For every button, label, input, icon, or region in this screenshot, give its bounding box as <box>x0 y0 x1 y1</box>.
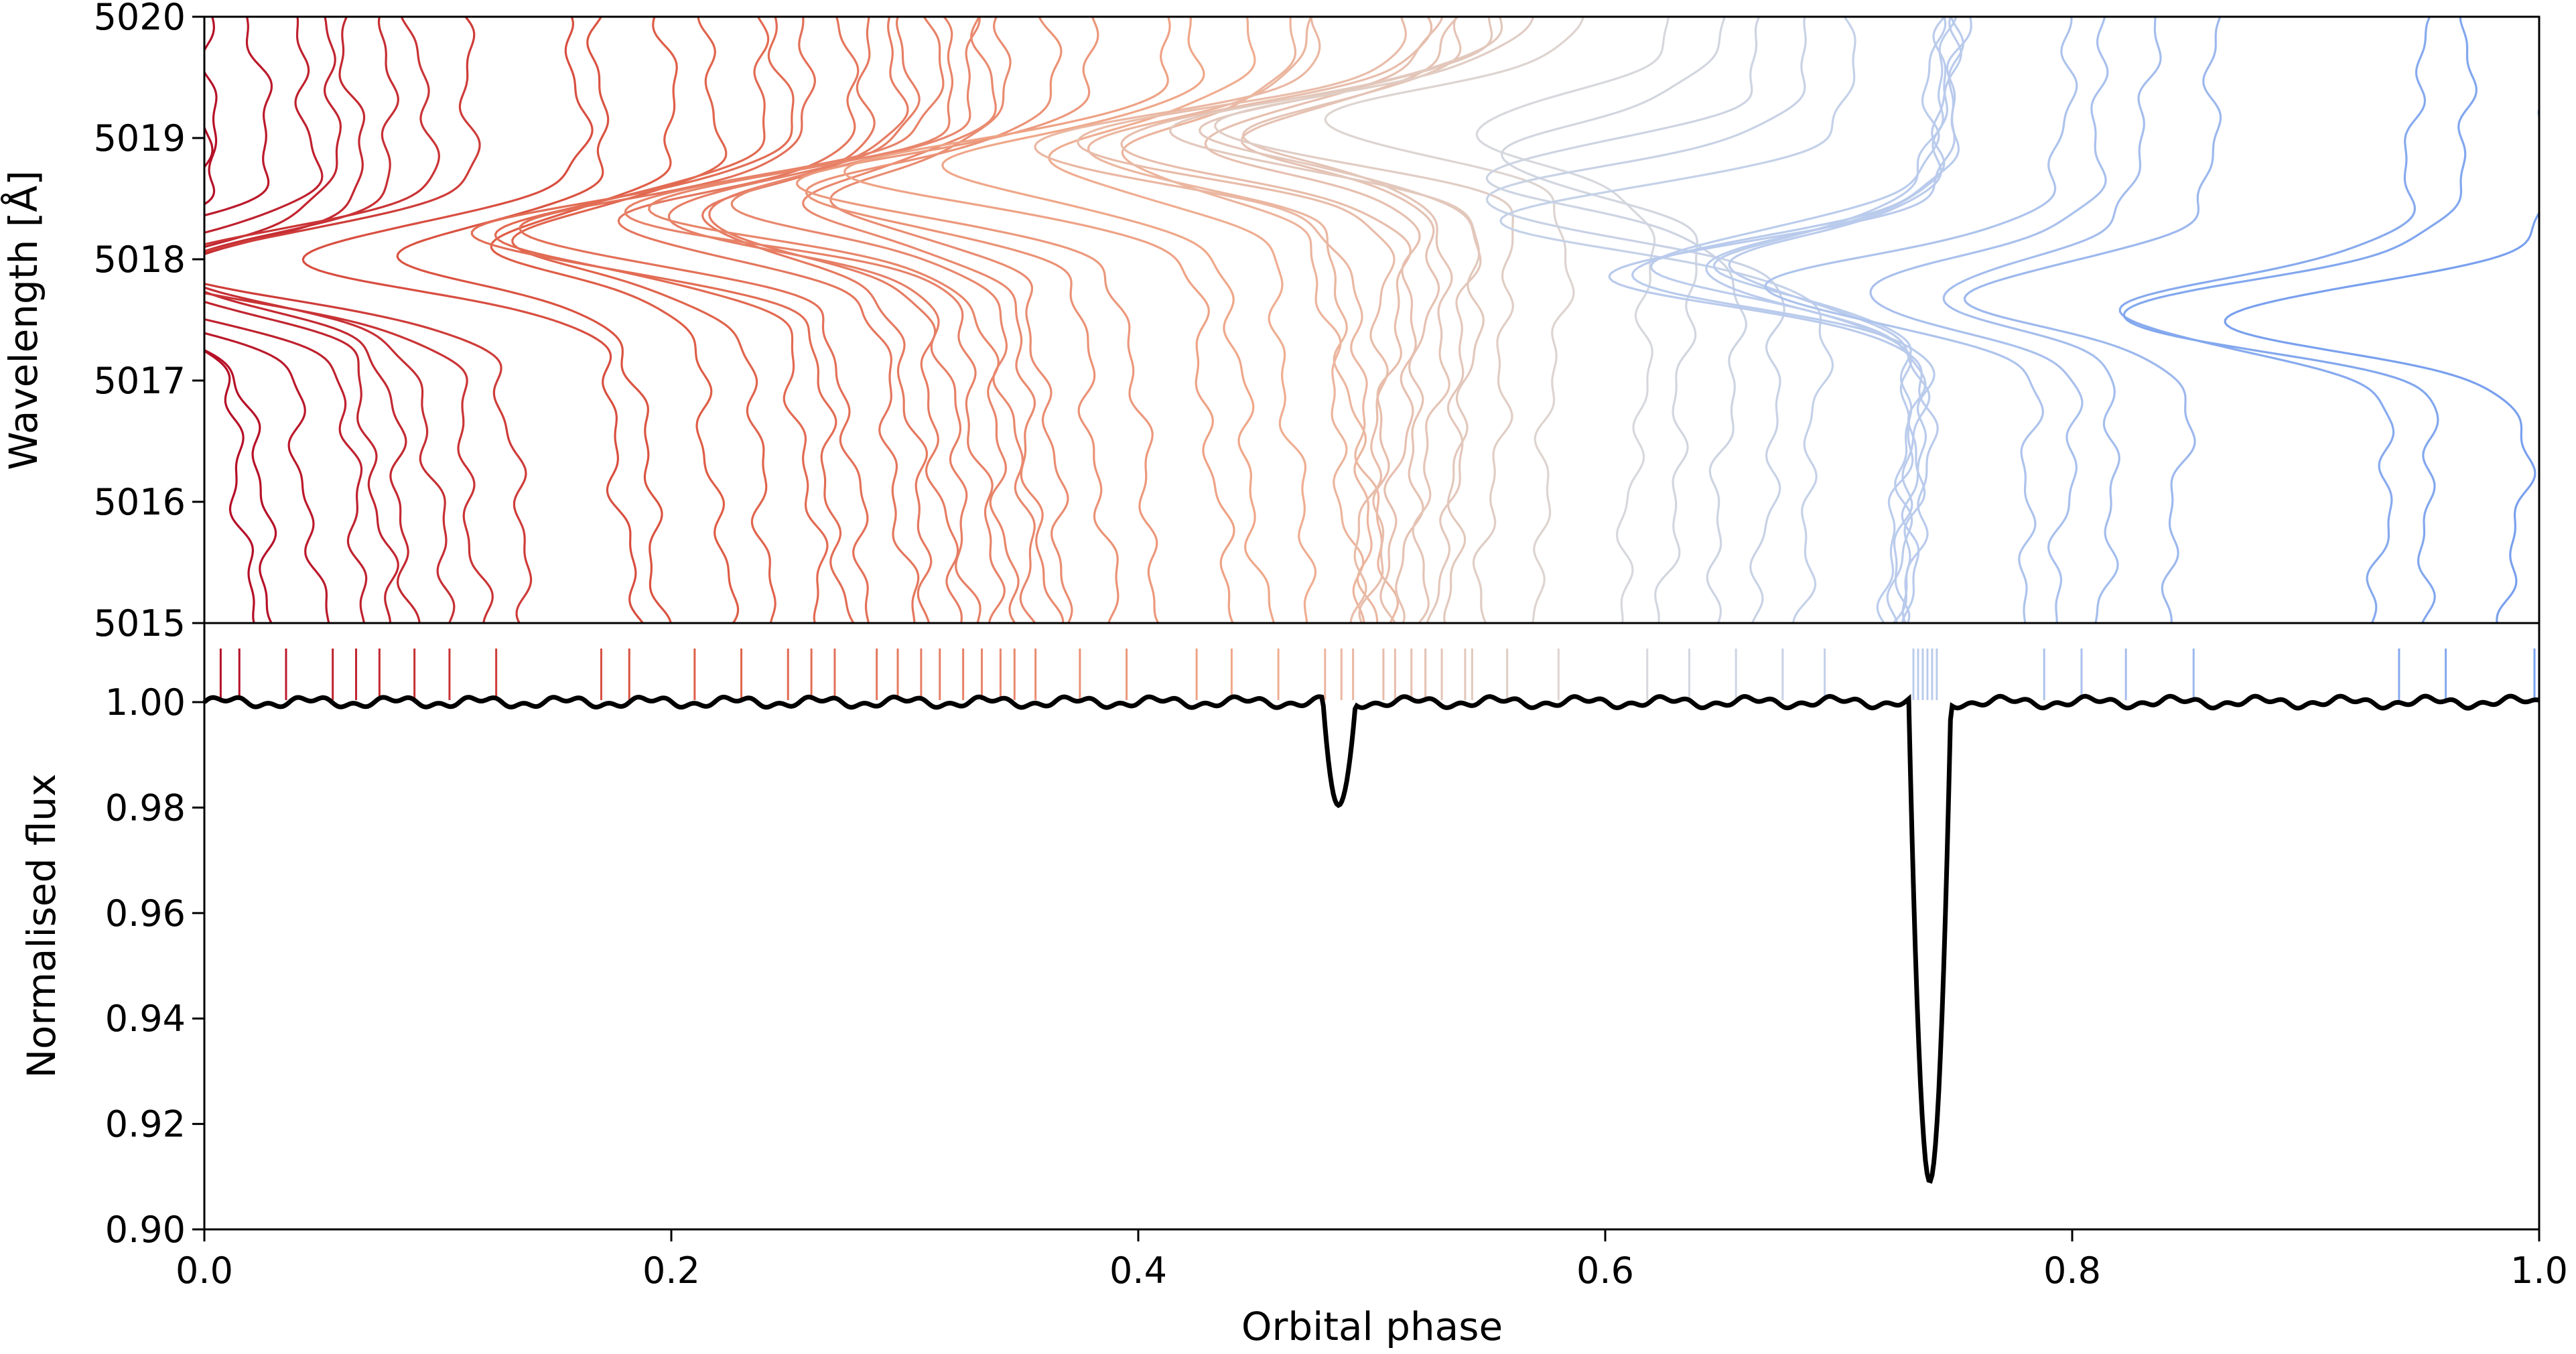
line-profile <box>1241 17 1462 623</box>
x-tick-label: 0.6 <box>1576 1249 1634 1292</box>
line-profile <box>1120 17 1433 623</box>
line-profile <box>617 17 920 623</box>
y-tick-label: 5019 <box>94 117 186 159</box>
y-tick-label: 0.96 <box>105 892 186 935</box>
line-profile <box>2118 17 2431 623</box>
line-profile <box>730 17 1036 623</box>
line-profile <box>494 17 829 623</box>
line-profile <box>1485 17 1807 623</box>
line-profile <box>1048 17 1317 623</box>
line-profile <box>1499 17 1856 623</box>
line-profile <box>648 17 1020 623</box>
line-profile <box>1077 17 1408 623</box>
line-profile <box>843 17 1235 623</box>
x-tick-label: 0.4 <box>1109 1249 1167 1292</box>
line-profile <box>204 17 421 623</box>
top-y-axis-label: Wavelength [Å] <box>0 170 46 470</box>
y-tick-label: 5018 <box>94 239 186 281</box>
line-profile <box>204 17 368 623</box>
line-profile <box>204 124 255 623</box>
line-profile <box>2122 17 2478 623</box>
y-tick-label: 0.90 <box>105 1209 186 1251</box>
line-profile <box>1324 17 1584 623</box>
line-profile <box>204 17 494 623</box>
line-profile <box>511 17 776 623</box>
line-profile <box>1034 17 1400 623</box>
line-profile <box>396 17 672 623</box>
line-profile <box>490 17 740 623</box>
line-profile <box>204 17 533 623</box>
x-axis-label: Orbital phase <box>1241 1304 1503 1349</box>
x-tick-label: 1.0 <box>2510 1249 2568 1292</box>
y-tick-label: 5020 <box>94 0 186 38</box>
x-tick-label: 0.2 <box>642 1249 700 1292</box>
line-profile <box>1214 17 1535 623</box>
line-profile <box>519 17 870 623</box>
line-profile <box>1942 17 2162 623</box>
line-profile <box>1087 17 1379 623</box>
top-panel-line-profiles <box>204 17 2539 623</box>
line-profile <box>708 17 963 623</box>
line-profile <box>301 17 644 623</box>
y-tick-label: 0.92 <box>105 1103 186 1146</box>
line-profile <box>2224 106 2539 623</box>
phase-markers <box>219 649 2536 700</box>
line-profile <box>624 17 1006 623</box>
bottom-y-axis-label: Normalised flux <box>19 774 64 1079</box>
line-profile <box>1475 17 1670 623</box>
line-profile <box>1240 17 1459 623</box>
line-profile <box>941 17 1275 623</box>
bottom-panel-frame <box>203 622 2540 1231</box>
line-profile <box>667 17 981 623</box>
line-profile <box>1705 17 1962 623</box>
y-tick-label: 5015 <box>94 602 186 645</box>
line-profile <box>1649 17 1947 623</box>
line-profile <box>796 17 1160 623</box>
y-tick-label: 5016 <box>94 481 186 523</box>
line-profile <box>1169 17 1503 623</box>
line-profile <box>1608 17 1972 623</box>
x-tick-label: 0.0 <box>176 1249 233 1292</box>
line-profile <box>470 17 855 623</box>
line-profile <box>701 17 933 623</box>
line-profile <box>204 17 399 623</box>
line-profile <box>1500 17 1726 623</box>
line-profile <box>204 17 277 623</box>
line-profile <box>1963 17 2222 623</box>
bottom-x-ticks: 0.0 0.2 0.4 0.6 0.8 1.0 <box>176 1229 2568 1292</box>
line-profile <box>1485 17 1761 623</box>
line-profile <box>829 17 1073 623</box>
x-tick-label: 0.8 <box>2043 1249 2101 1292</box>
line-profile <box>1121 17 1365 623</box>
line-profile <box>1764 17 2078 623</box>
y-tick-label: 1.00 <box>105 681 186 724</box>
line-profile <box>805 17 1120 623</box>
line-profile <box>1869 17 2109 623</box>
lightcurve <box>202 693 2540 1184</box>
line-profile <box>1198 17 1493 623</box>
bottom-y-ticks: 0.90 0.92 0.94 0.96 0.98 1.00 <box>105 681 204 1251</box>
y-tick-label: 5017 <box>94 360 186 402</box>
top-y-ticks: 5015 5016 5017 5018 5019 5020 <box>94 0 204 645</box>
line-profile <box>204 17 330 623</box>
line-profile <box>204 17 456 623</box>
y-tick-label: 0.94 <box>105 998 186 1040</box>
y-tick-label: 0.98 <box>105 787 186 829</box>
line-profile <box>1204 17 1444 623</box>
line-profile <box>802 17 1065 623</box>
lightcurve-series <box>202 693 2540 1184</box>
